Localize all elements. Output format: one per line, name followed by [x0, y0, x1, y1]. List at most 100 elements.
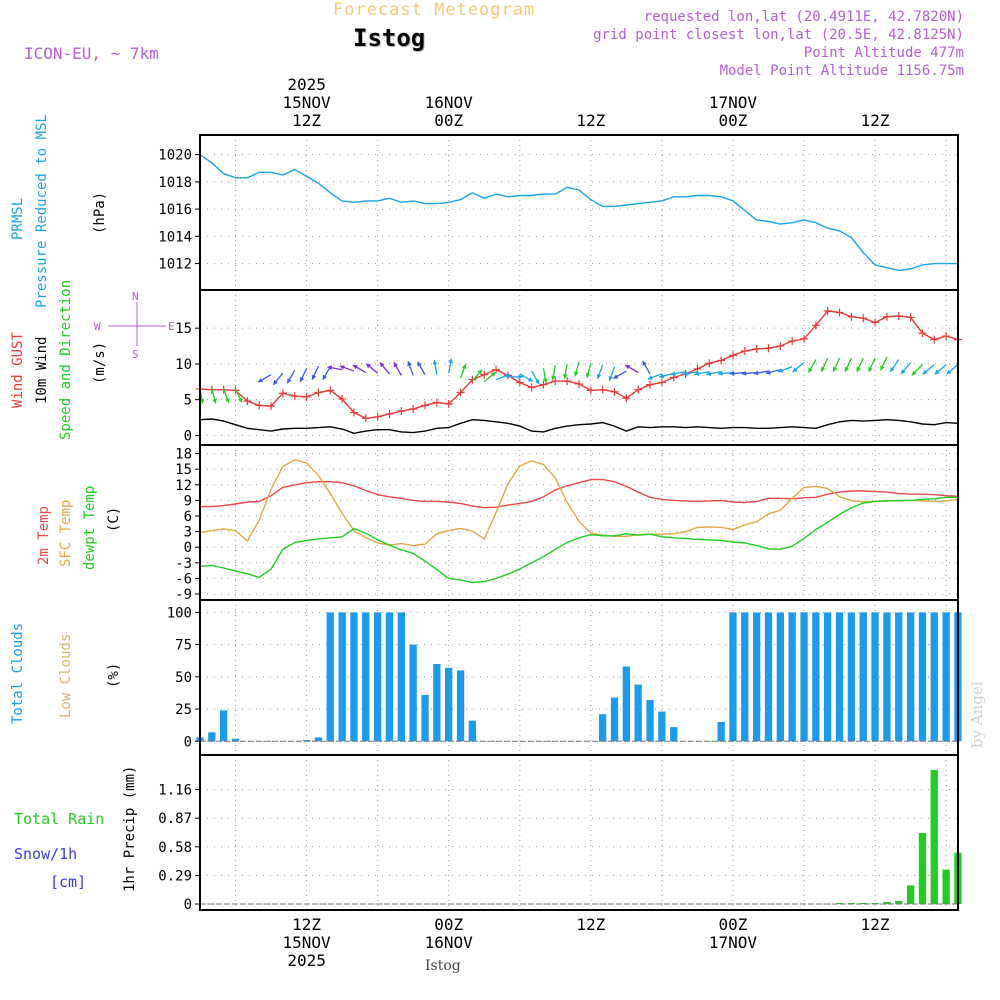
series-line: [200, 497, 958, 582]
gust-marker: [930, 336, 938, 344]
gust-marker: [847, 313, 855, 321]
bar: [943, 870, 950, 905]
bar: [907, 885, 914, 904]
y-tick-label: 100: [167, 605, 192, 621]
gust-marker: [705, 359, 713, 367]
gust-marker: [871, 318, 879, 326]
gust-marker: [314, 389, 322, 397]
gust-marker: [646, 381, 654, 389]
watermark: by Angel: [968, 681, 986, 748]
bar: [789, 612, 796, 741]
bar: [883, 612, 890, 741]
y-tick-label: 3: [184, 525, 192, 541]
gust-marker: [516, 379, 524, 387]
bar: [469, 721, 476, 742]
bar: [327, 612, 334, 741]
y-tick-label: 1012: [158, 257, 192, 273]
bar: [623, 667, 630, 742]
y-tick-label: 25: [175, 702, 192, 718]
gust-marker: [303, 393, 311, 401]
top-time-label: 12Z: [861, 111, 890, 130]
gust-marker: [859, 314, 867, 322]
y-tick-label: 12: [175, 478, 192, 494]
bar: [433, 664, 440, 741]
gust-marker: [883, 313, 891, 321]
bar: [919, 833, 926, 904]
gust-marker: [942, 332, 950, 340]
y-tick-label: 0.58: [158, 840, 192, 856]
wind-arrow-head: [742, 371, 747, 376]
bar: [765, 612, 772, 741]
bottom-time-label: 16NOV: [425, 933, 474, 952]
y-tick-label: 18: [175, 447, 192, 463]
bar: [848, 612, 855, 741]
gust-marker: [611, 388, 619, 396]
bar: [931, 612, 938, 741]
compass-arrows: [108, 302, 166, 346]
bar: [824, 612, 831, 741]
gust-marker: [397, 407, 405, 415]
gust-marker: [658, 379, 666, 387]
y-tick-label: 15: [175, 462, 192, 478]
bar: [753, 612, 760, 741]
gust-marker: [836, 308, 844, 316]
gust-marker: [255, 401, 263, 409]
top-time-label: 12Z: [292, 111, 321, 130]
bar: [635, 685, 642, 742]
panel-frame: [200, 600, 958, 755]
bottom-time-label: 15NOV: [283, 933, 332, 952]
bar: [386, 612, 393, 741]
gust-marker: [741, 347, 749, 355]
y-tick-label: 1020: [158, 148, 192, 164]
panel-frame: [200, 135, 958, 290]
y-tick-label: -6: [175, 571, 192, 587]
bar: [800, 612, 807, 741]
y-tick-label: 6: [184, 509, 192, 525]
top-time-label: 00Z: [434, 111, 463, 130]
bar: [445, 668, 452, 741]
series-line: [200, 155, 958, 271]
series-line: [200, 480, 958, 508]
bar: [374, 612, 381, 741]
y-tick-label: 0.87: [158, 811, 192, 827]
top-time-label: 12Z: [576, 111, 605, 130]
gust-marker: [776, 342, 784, 350]
panel-frame: [200, 445, 958, 600]
gust-marker: [575, 380, 583, 388]
bar: [350, 612, 357, 741]
y-tick-label: 50: [175, 670, 192, 686]
bar: [931, 770, 938, 904]
bottom-time-label: 2025: [287, 951, 326, 970]
bar: [729, 612, 736, 741]
bar: [812, 612, 819, 741]
y-tick-label: 0: [184, 540, 192, 556]
bar: [777, 612, 784, 741]
gust-marker: [765, 344, 773, 352]
y-tick-label: 0.29: [158, 868, 192, 884]
y-tick-label: 0: [184, 897, 192, 913]
y-tick-label: 9: [184, 493, 192, 509]
y-tick-label: 75: [175, 638, 192, 654]
y-tick-label: -3: [175, 556, 192, 572]
series-line: [200, 419, 958, 433]
bar: [860, 612, 867, 741]
gust-marker: [291, 392, 299, 400]
bottom-time-label: 12Z: [292, 915, 321, 934]
gust-marker: [362, 414, 370, 422]
bar: [611, 698, 618, 742]
footer-station: Istog: [425, 958, 461, 974]
top-time-label: 17NOV: [709, 93, 758, 112]
bar: [836, 612, 843, 741]
wind-arrow-head: [574, 371, 579, 376]
bar: [670, 727, 677, 741]
y-tick-label: -9: [175, 587, 192, 603]
bar: [646, 700, 653, 741]
bottom-time-label: 17NOV: [709, 933, 758, 952]
bar: [362, 612, 369, 741]
gust-marker: [421, 401, 429, 409]
gust-marker: [374, 413, 382, 421]
gust-marker: [599, 386, 607, 394]
wind-arrow-head: [730, 371, 735, 376]
y-tick-label: 1014: [158, 229, 192, 245]
bar: [220, 710, 227, 741]
